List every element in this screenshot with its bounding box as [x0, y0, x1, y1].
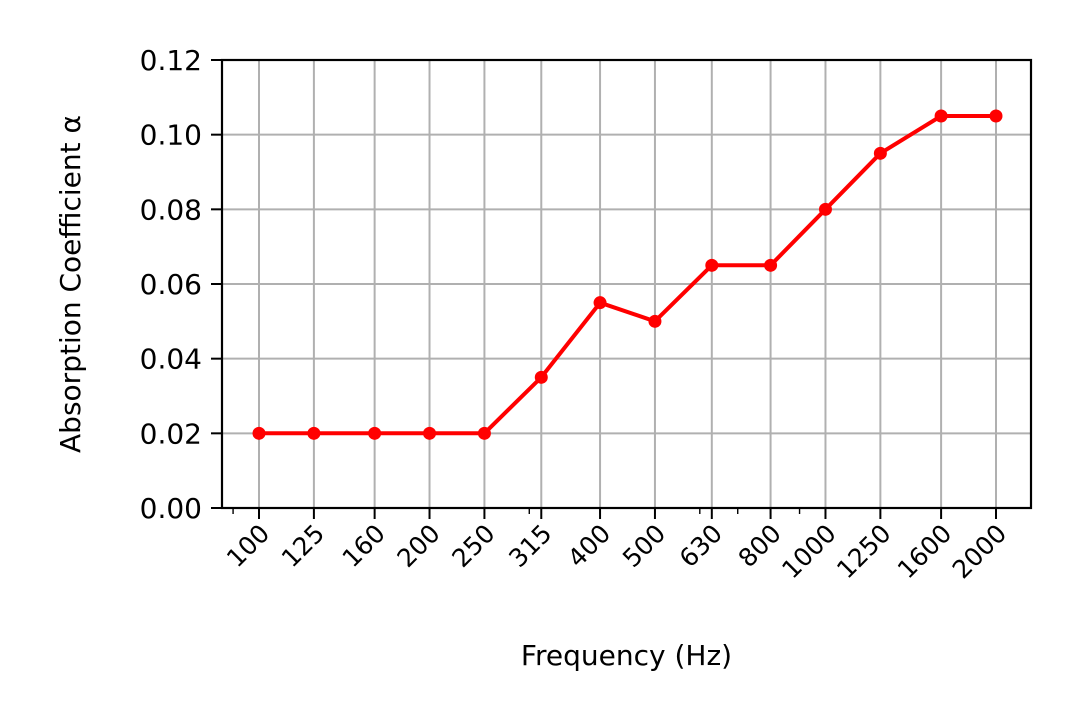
series-line [259, 114, 996, 436]
x-tick-label: 315 [503, 519, 557, 573]
plot-frame [220, 58, 1033, 510]
data-point [368, 426, 382, 440]
data-point [252, 426, 266, 440]
x-tick-label: 100 [221, 519, 275, 573]
data-point [818, 202, 832, 216]
x-tick-label: 630 [674, 519, 728, 573]
y-tick-label: 0.08 [140, 193, 202, 226]
data-point [648, 314, 662, 328]
data-point [764, 258, 778, 272]
data-point [873, 146, 887, 160]
x-tick-label: 1600 [892, 519, 957, 584]
data-point [477, 426, 491, 440]
x-tick-label: 500 [617, 519, 671, 573]
x-ticks: 100 125 160 200 250 315 400 500 630 8001000125016… [221, 508, 1012, 584]
y-tick-label: 0.10 [140, 119, 202, 152]
data-point [989, 109, 1003, 123]
x-tick-label: 250 [446, 519, 500, 573]
y-tick-label: 0.12 [140, 44, 202, 77]
x-tick-label: 2000 [947, 519, 1012, 584]
data-point [705, 258, 719, 272]
x-tick-label: 400 [562, 519, 616, 573]
y-tick-label: 0.06 [140, 268, 202, 301]
x-tick-label: 125 [276, 519, 330, 573]
y-tick-label: 0.00 [140, 492, 202, 525]
data-point [307, 426, 321, 440]
data-point [934, 109, 948, 123]
x-tick-label: 1250 [831, 519, 896, 584]
data-point [593, 296, 607, 310]
data-point [423, 426, 437, 440]
y-tick-label: 0.04 [140, 343, 202, 376]
grid [222, 59, 1031, 509]
x-tick-label: 160 [337, 519, 391, 573]
x-tick-label: 200 [392, 519, 446, 573]
y-tick-label: 0.02 [140, 417, 202, 450]
series [252, 109, 1003, 440]
data-point [534, 370, 548, 384]
x-axis-label: Frequency (Hz) [521, 639, 732, 672]
x-tick-label: 1000 [776, 519, 841, 584]
y-axis-label: Absorption Coefficient α [54, 115, 87, 453]
y-ticks: 0.00 0.02 0.04 0.06 0.08 0.10 0.12 [140, 44, 222, 525]
